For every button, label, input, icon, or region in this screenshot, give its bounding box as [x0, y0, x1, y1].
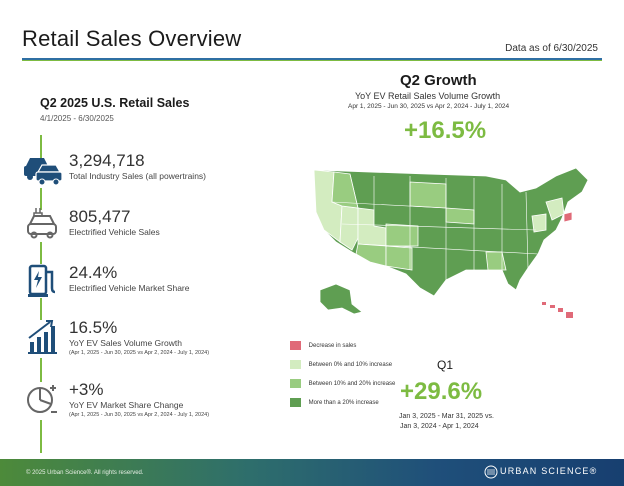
legend-swatch-high: [290, 398, 301, 407]
stat-share: [20, 258, 64, 307]
region-southeast-mid: [485, 251, 507, 271]
stat-growth-value: 16.5%: [69, 318, 118, 337]
stat-share-label: Electrified Vehicle Market Share: [69, 283, 190, 293]
header-rule-accent: [22, 60, 602, 61]
urban-science-logo-icon: [484, 465, 498, 479]
q1-range-line2: Jan 3, 2024 - Apr 1, 2024: [400, 423, 479, 430]
plug-car-icon: [23, 208, 61, 242]
stat-share-change: [20, 378, 64, 427]
pie-change-icon: [23, 382, 61, 420]
stat-share-change-value: +3%: [69, 380, 104, 399]
region-dakota-mid: [409, 181, 447, 209]
q2-title: Q2 Growth: [400, 72, 477, 89]
region-newmexico-mid: [385, 245, 413, 271]
state-borders: [331, 173, 539, 280]
stat-growth: [20, 316, 64, 365]
region-northeast-light-2: [531, 213, 547, 233]
stat-total-industry: [20, 146, 64, 195]
legend-high: More than a 20% increase: [290, 398, 379, 407]
legend-label-low: Between 0% and 10% increase: [308, 361, 393, 368]
q2-range: Apr 1, 2025 - Jun 30, 2025 vs Apr 2, 202…: [348, 103, 510, 110]
region-nevada-light: [339, 205, 359, 251]
region-southwest-mid: [355, 243, 387, 267]
stat-electrified-value: 805,477: [69, 207, 131, 226]
legend-label-high: More than a 20% increase: [308, 399, 379, 406]
data-as-of: Data as of 6/30/2025: [505, 43, 598, 54]
region-colorado-mid: [385, 223, 419, 247]
stat-share-change-range: (Apr 1, 2025 - Jun 30, 2025 vs Apr 2, 20…: [69, 412, 210, 418]
q1-value: +29.6%: [400, 378, 483, 405]
stat-growth-range: (Apr 1, 2025 - Jun 30, 2025 vs Apr 2, 20…: [69, 350, 210, 356]
header-rule: [22, 58, 602, 60]
q2-subtitle: YoY EV Retail Sales Volume Growth: [355, 91, 501, 101]
legend-swatch-decrease: [290, 341, 301, 350]
us-growth-map: [313, 167, 589, 318]
cars-icon: [22, 158, 63, 188]
stat-electrified-label: Electrified Vehicle Sales: [69, 227, 160, 237]
footer-copyright: © 2025 Urban Science®. All rights reserv…: [26, 470, 144, 476]
stat-electrified: [20, 202, 64, 251]
stat-total-industry-label: Total Industry Sales (all powertrains): [69, 171, 207, 181]
legend-low: Between 0% and 10% increase: [290, 360, 392, 369]
legend-decrease: Decrease in sales: [290, 341, 356, 350]
left-panel-title: Q2 2025 U.S. Retail Sales: [40, 96, 190, 110]
hawaii: [542, 302, 573, 318]
stat-share-change-label: YoY EV Market Share Change: [69, 400, 184, 410]
q2-value: +16.5%: [404, 117, 487, 144]
legend-mid: Between 10% and 20% increase: [290, 379, 395, 388]
stat-share-value: 24.4%: [69, 263, 118, 282]
page-title: Retail Sales Overview: [22, 26, 242, 51]
region-decrease: [563, 211, 573, 223]
footer-brand: URBAN SCIENCE®: [500, 466, 598, 476]
alaska: [319, 283, 363, 315]
footer-bar: [0, 459, 624, 486]
stat-growth-label: YoY EV Sales Volume Growth: [69, 338, 182, 348]
growth-bars-icon: [23, 320, 61, 358]
legend-label-decrease: Decrease in sales: [308, 342, 357, 349]
q1-title: Q1: [437, 358, 454, 372]
charging-station-icon: [23, 264, 61, 298]
stat-total-industry-value: 3,294,718: [69, 151, 145, 170]
q1-range-line1: Jan 3, 2025 - Mar 31, 2025 vs.: [399, 413, 494, 420]
legend-swatch-low: [290, 360, 301, 369]
legend-label-mid: Between 10% and 20% increase: [308, 380, 396, 387]
legend-swatch-mid: [290, 379, 301, 388]
region-midwest-mid: [445, 207, 475, 225]
left-panel-range: 4/1/2025 - 6/30/2025: [40, 114, 114, 123]
